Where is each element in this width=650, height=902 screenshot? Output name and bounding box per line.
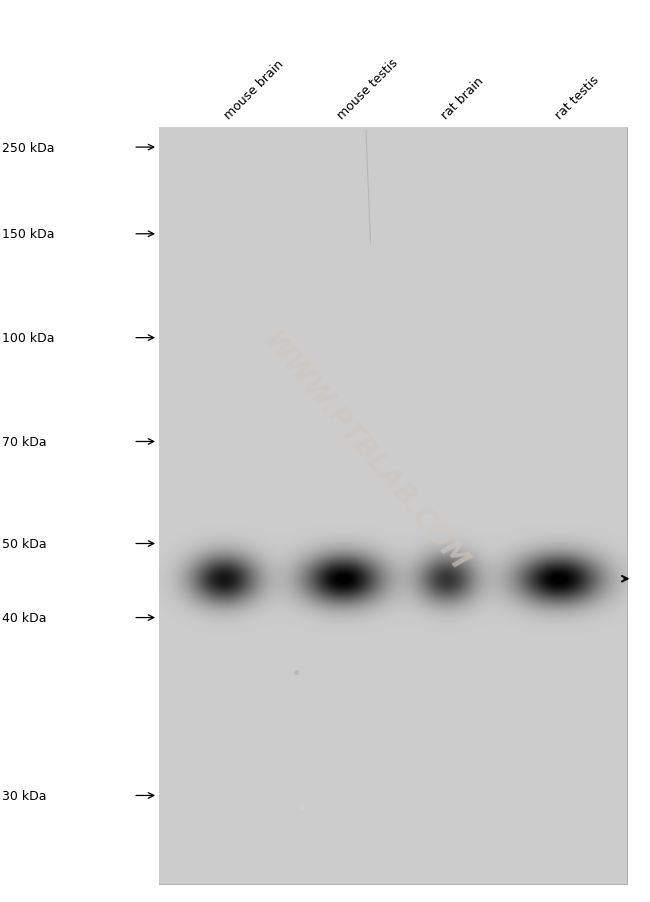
Text: 40 kDa: 40 kDa (2, 612, 46, 624)
Text: 100 kDa: 100 kDa (2, 332, 55, 345)
Text: mouse testis: mouse testis (335, 56, 401, 122)
Text: 50 kDa: 50 kDa (2, 538, 47, 550)
Text: 30 kDa: 30 kDa (2, 789, 46, 802)
Text: 250 kDa: 250 kDa (2, 142, 55, 154)
Text: mouse brain: mouse brain (222, 58, 286, 122)
Text: 70 kDa: 70 kDa (2, 436, 47, 448)
Text: rat testis: rat testis (553, 73, 602, 122)
Text: WWW.PTBLAB.COM: WWW.PTBLAB.COM (256, 327, 472, 575)
Text: rat brain: rat brain (439, 75, 487, 122)
Text: 150 kDa: 150 kDa (2, 228, 55, 241)
Bar (159, 128, 627, 884)
